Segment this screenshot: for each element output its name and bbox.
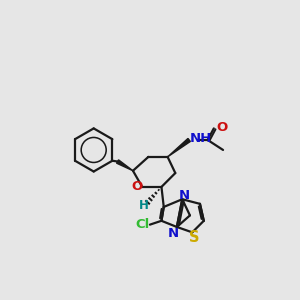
Text: N: N (179, 189, 190, 202)
Polygon shape (168, 138, 190, 157)
Text: Cl: Cl (135, 218, 149, 231)
Text: NH: NH (190, 132, 212, 145)
Polygon shape (117, 160, 133, 171)
Text: S: S (189, 230, 200, 245)
Text: N: N (168, 227, 179, 240)
Text: H: H (139, 199, 149, 212)
Text: O: O (216, 121, 227, 134)
Text: O: O (131, 180, 142, 194)
